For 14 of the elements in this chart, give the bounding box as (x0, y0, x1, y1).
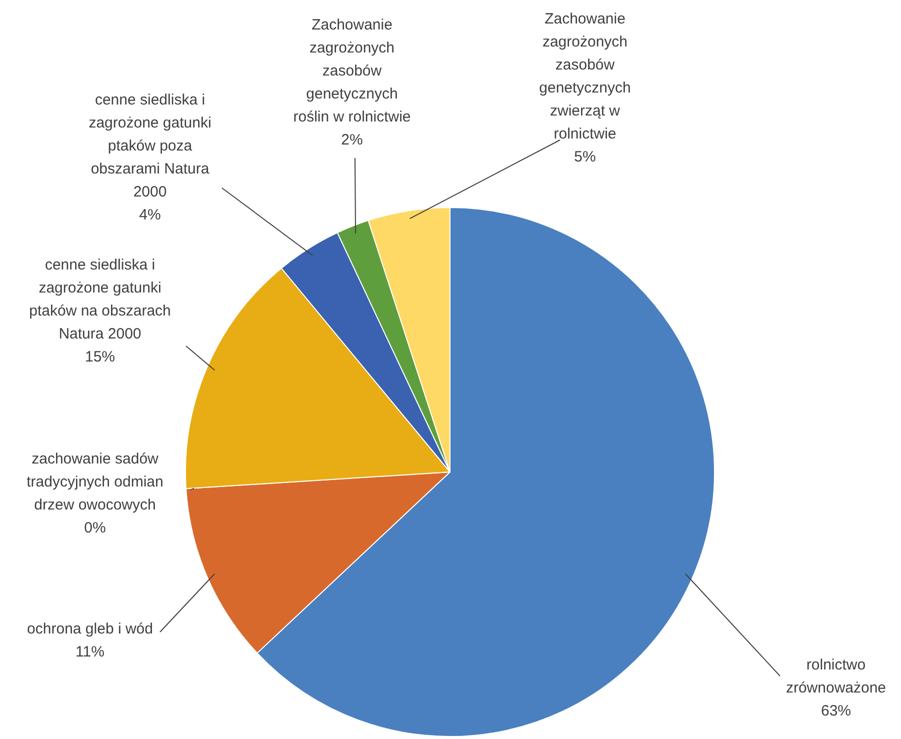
legend-label: zachowanie sadów tradycyjnych odmian drzew owocowych (26, 450, 164, 514)
data-label: 5% (574, 148, 596, 166)
data-label: 4% (139, 206, 161, 224)
data-label: 63% (820, 702, 852, 720)
text: 0% (84, 520, 106, 537)
slice-label: Zachowanie zagrożonych zasobów genetycznych zwierząt w rolnictwie (539, 10, 631, 143)
slice-label: ochrona gleb i wód (27, 620, 153, 638)
slice-label: cenne siedliska i zagrożone gatunki ptaków na obszarach Natura 2000 (29, 256, 171, 343)
data-label: 15% (84, 348, 116, 366)
slice-label: Zachowanie zagrożonych zasobów genetycznych roślin w rolnictwie (293, 16, 411, 126)
data-label: 2% (341, 132, 363, 149)
data-label: 11% (76, 644, 104, 661)
slice-label: cenne siedliska i zagrożone gatunki ptaków poza obszarami Natura 2000 (88, 92, 212, 201)
slice-label: rolnictwo zrównoważone (786, 656, 886, 697)
